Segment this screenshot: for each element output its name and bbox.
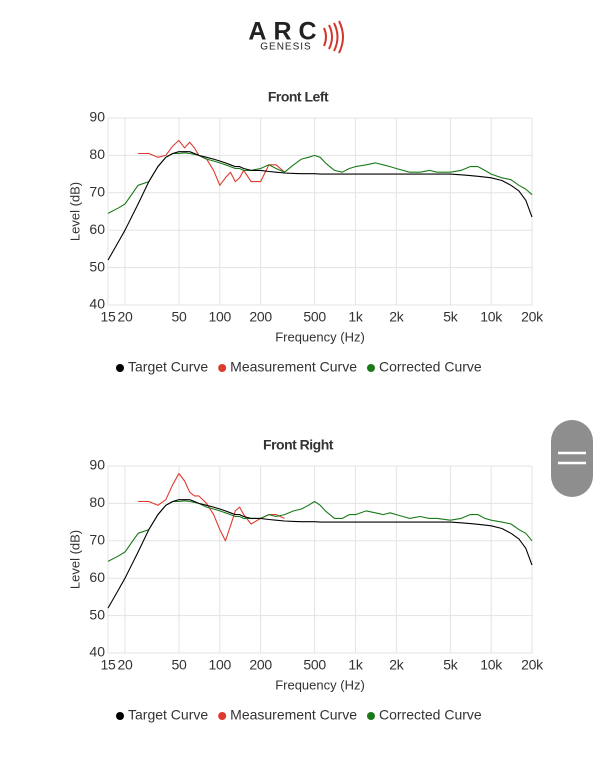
y-tick-label: 40 [89,644,105,660]
legend-marker [366,364,375,372]
scroll-handle-body[interactable] [551,420,593,497]
logo-title: ARC [248,18,323,46]
legend-marker [116,364,124,372]
x-tick-label: 2k [389,309,404,325]
x-tick-label: 20 [117,309,132,325]
x-tick-label: 20k [521,657,544,673]
logo-subtitle: GENESIS [260,42,311,53]
y-axis-label: Level (dB) [67,182,82,241]
y-tick-label: 70 [89,532,105,548]
y-tick-label: 60 [89,221,105,237]
y-tick-label: 60 [89,569,105,585]
series-line [107,499,533,609]
legend-label: Corrected Curve [379,359,482,375]
x-axis-label: Frequency (Hz) [275,329,365,344]
x-tick-label: 10k [480,309,503,325]
x-tick-label: 20 [117,657,132,673]
series-line [138,472,285,542]
logo-waves [323,20,344,54]
x-tick-label: 2k [389,657,404,673]
legend-label: Corrected Curve [379,707,482,723]
x-tick-label: 50 [171,657,186,673]
x-tick-label: 500 [303,657,326,673]
x-tick-label: 5k [443,309,458,325]
legend-marker [218,712,227,720]
y-tick-label: 80 [89,494,105,510]
y-tick-label: 50 [89,258,105,274]
series-line [107,152,533,214]
series-line [138,139,285,186]
scroll-handle[interactable] [551,420,593,497]
chart: Front Right 40 50 60 70 80 90 15 20 50 100 200 500 1k… [67,437,544,723]
legend-label: Target Curve [128,359,208,375]
legend-label: Measurement Curve [230,707,357,723]
series-line [107,151,533,261]
x-tick-label: 500 [303,309,326,325]
legend-label: Target Curve [128,707,208,723]
legend-marker [116,712,124,720]
x-tick-label: 100 [209,657,232,673]
chart-title: Front Left [268,89,329,105]
x-tick-label: 200 [249,309,272,325]
x-tick-label: 1k [348,309,363,325]
y-tick-label: 90 [89,457,105,473]
y-tick-label: 80 [89,146,105,162]
x-axis-label: Frequency (Hz) [275,677,365,692]
y-tick-label: 70 [89,184,105,200]
x-tick-label: 20k [521,309,544,325]
y-tick-label: 90 [89,109,105,125]
x-tick-label: 5k [443,657,458,673]
x-tick-label: 10k [480,657,503,673]
chart: Front Left 40 50 60 70 80 90 15 20 50 100 200 500 1k 2… [67,89,544,375]
y-axis-label: Level (dB) [67,530,82,589]
chart-title: Front Right [263,437,334,453]
series-line [107,500,533,562]
legend-marker [218,364,227,372]
legend-marker [366,712,375,720]
y-tick-label: 50 [89,606,105,622]
x-tick-label: 15 [101,309,116,325]
x-tick-label: 1k [348,657,363,673]
x-tick-label: 15 [101,657,116,673]
x-tick-label: 100 [209,309,232,325]
logo: ARC GENESIS [248,18,344,54]
x-tick-label: 200 [249,657,272,673]
legend-label: Measurement Curve [230,359,357,375]
y-tick-label: 40 [89,296,105,312]
x-tick-label: 50 [171,309,186,325]
